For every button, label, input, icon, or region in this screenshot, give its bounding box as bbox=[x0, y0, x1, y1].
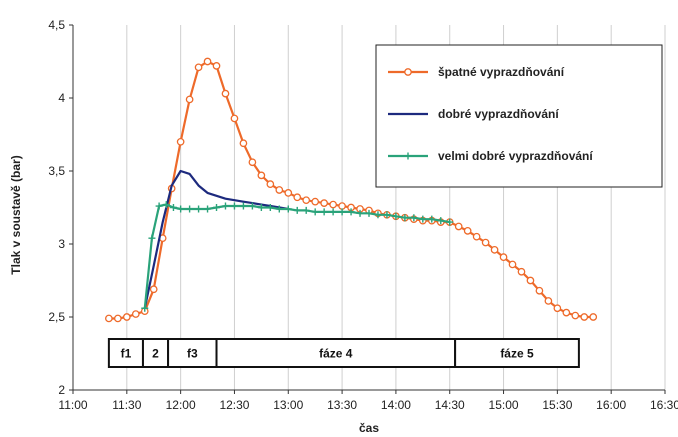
y-tick-label: 2 bbox=[58, 383, 65, 397]
data-point bbox=[231, 115, 237, 121]
legend-label: dobré vyprazdňování bbox=[438, 107, 559, 121]
data-point bbox=[294, 194, 300, 200]
data-point bbox=[554, 305, 560, 311]
x-axis-label: čas bbox=[359, 421, 379, 435]
phase-label: fáze 4 bbox=[319, 347, 353, 361]
data-point bbox=[177, 139, 183, 145]
x-tick-label: 11:00 bbox=[58, 398, 87, 412]
data-point bbox=[491, 247, 497, 253]
data-point bbox=[527, 277, 533, 283]
phase-label: fáze 5 bbox=[500, 347, 534, 361]
data-point bbox=[473, 234, 479, 240]
phase-bar: f1 2 f3 fáze 4 fáze 5 bbox=[109, 339, 579, 367]
y-tick-label: 4,5 bbox=[48, 18, 65, 32]
data-point bbox=[249, 159, 255, 165]
data-point bbox=[222, 90, 228, 96]
data-point bbox=[204, 58, 210, 64]
data-point bbox=[590, 314, 596, 320]
y-tick-label: 2,5 bbox=[48, 310, 65, 324]
x-tick-label: 15:00 bbox=[489, 398, 519, 412]
data-point bbox=[124, 314, 130, 320]
data-point bbox=[106, 315, 112, 321]
data-point bbox=[572, 312, 578, 318]
data-point bbox=[518, 269, 524, 275]
data-point bbox=[455, 223, 461, 229]
data-point bbox=[312, 198, 318, 204]
data-point bbox=[240, 140, 246, 146]
x-tick-label: 16:00 bbox=[596, 398, 626, 412]
legend-label: špatné vyprazdňování bbox=[438, 65, 565, 79]
data-point bbox=[115, 315, 121, 321]
data-point bbox=[545, 298, 551, 304]
x-tick-label: 12:00 bbox=[166, 398, 196, 412]
data-point bbox=[151, 286, 157, 292]
data-point bbox=[213, 63, 219, 69]
x-tick-label: 13:00 bbox=[273, 398, 303, 412]
legend: špatné vyprazdňování dobré vyprazdňování v… bbox=[376, 45, 662, 187]
data-point bbox=[186, 96, 192, 102]
data-point bbox=[509, 261, 515, 267]
data-point bbox=[267, 181, 273, 187]
data-point bbox=[330, 201, 336, 207]
data-point bbox=[303, 197, 309, 203]
x-tick-label: 15:30 bbox=[542, 398, 572, 412]
data-point bbox=[482, 239, 488, 245]
data-point bbox=[258, 172, 264, 178]
data-point bbox=[536, 288, 542, 294]
x-tick-label: 14:30 bbox=[435, 398, 465, 412]
x-tick-label: 14:00 bbox=[381, 398, 411, 412]
data-point bbox=[581, 314, 587, 320]
data-point bbox=[133, 311, 139, 317]
y-tick-label: 4 bbox=[58, 91, 65, 105]
y-tick-label: 3 bbox=[58, 237, 65, 251]
x-tick-label: 11:30 bbox=[112, 398, 141, 412]
y-tick-label: 3,5 bbox=[48, 164, 65, 178]
data-point bbox=[276, 187, 282, 193]
data-point bbox=[500, 254, 506, 260]
y-axis-label: Tlak v soustavě (bar) bbox=[9, 155, 23, 274]
x-tick-label: 12:30 bbox=[219, 398, 249, 412]
legend-marker bbox=[405, 69, 411, 75]
phase-label: f1 bbox=[121, 347, 132, 361]
legend-label: velmi dobré vyprazdňování bbox=[438, 149, 593, 163]
phase-label: f3 bbox=[187, 347, 198, 361]
data-point bbox=[563, 309, 569, 315]
data-point bbox=[195, 64, 201, 70]
phase-label: 2 bbox=[152, 347, 159, 361]
x-tick-label: 13:30 bbox=[327, 398, 357, 412]
x-tick-label: 16:30 bbox=[650, 398, 678, 412]
data-point bbox=[464, 228, 470, 234]
data-point bbox=[285, 190, 291, 196]
data-point bbox=[339, 203, 345, 209]
data-point bbox=[321, 200, 327, 206]
